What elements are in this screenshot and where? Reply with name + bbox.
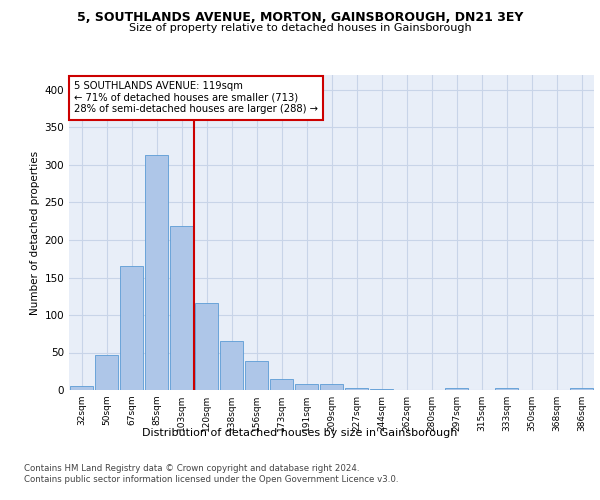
Bar — [245, 361, 268, 390]
Text: 5 SOUTHLANDS AVENUE: 119sqm
← 71% of detached houses are smaller (713)
28% of se: 5 SOUTHLANDS AVENUE: 119sqm ← 71% of det… — [74, 82, 318, 114]
Bar — [445, 388, 468, 390]
Text: Size of property relative to detached houses in Gainsborough: Size of property relative to detached ho… — [128, 23, 472, 33]
Bar — [370, 389, 393, 390]
Bar — [120, 266, 143, 390]
Y-axis label: Number of detached properties: Number of detached properties — [30, 150, 40, 314]
Bar — [295, 384, 318, 390]
Text: 5, SOUTHLANDS AVENUE, MORTON, GAINSBOROUGH, DN21 3EY: 5, SOUTHLANDS AVENUE, MORTON, GAINSBOROU… — [77, 11, 523, 24]
Bar — [270, 379, 293, 390]
Bar — [320, 384, 343, 390]
Bar — [145, 155, 168, 390]
Bar — [570, 388, 593, 390]
Bar — [170, 226, 193, 390]
Bar — [195, 303, 218, 390]
Bar — [345, 388, 368, 390]
Bar — [95, 355, 118, 390]
Text: Distribution of detached houses by size in Gainsborough: Distribution of detached houses by size … — [142, 428, 458, 438]
Bar — [495, 388, 518, 390]
Bar — [70, 386, 93, 390]
Text: Contains public sector information licensed under the Open Government Licence v3: Contains public sector information licen… — [24, 475, 398, 484]
Text: Contains HM Land Registry data © Crown copyright and database right 2024.: Contains HM Land Registry data © Crown c… — [24, 464, 359, 473]
Bar — [220, 340, 243, 390]
